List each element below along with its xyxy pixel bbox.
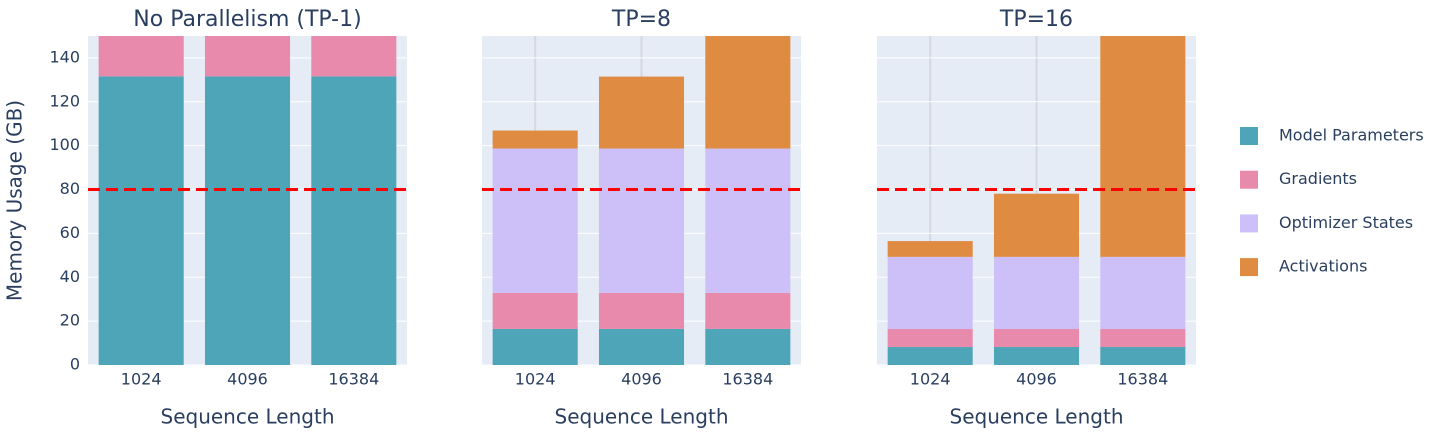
bar-segment <box>598 292 685 329</box>
bar-segment <box>598 328 685 365</box>
bar-segment <box>1100 256 1186 330</box>
legend-label[interactable]: Optimizer States <box>1279 213 1413 232</box>
y-tick-label: 120 <box>49 91 80 110</box>
subplot-title: No Parallelism (TP-1) <box>133 7 361 32</box>
x-axis-title: Sequence Length <box>950 405 1124 429</box>
legend-swatch <box>1240 170 1258 189</box>
bar-segment <box>993 329 1080 348</box>
bar-segment <box>993 193 1080 257</box>
x-axis-title: Sequence Length <box>555 405 729 429</box>
legend-label[interactable]: Gradients <box>1279 169 1357 188</box>
legend-swatch <box>1240 258 1258 277</box>
bar-segment <box>705 328 791 365</box>
bar-segment <box>598 76 685 149</box>
bar-segment <box>311 36 397 77</box>
bar-segment <box>204 76 291 365</box>
bar-segment <box>887 347 973 365</box>
bar-segment <box>705 36 791 149</box>
bar-segment <box>598 148 685 293</box>
legend-label[interactable]: Activations <box>1279 257 1367 276</box>
bar-segment <box>705 292 791 329</box>
y-tick-label: 60 <box>60 223 80 242</box>
plot-area <box>88 36 407 365</box>
y-tick-label: 140 <box>49 47 80 66</box>
bar-segment <box>993 347 1080 365</box>
bar-segment <box>887 329 973 348</box>
bar-segment <box>98 36 184 77</box>
plot-area <box>877 36 1196 365</box>
x-tick-label: 1024 <box>910 370 951 389</box>
y-tick-label: 100 <box>49 135 80 154</box>
subplot-title: TP=16 <box>999 7 1073 32</box>
legend-swatch <box>1240 127 1258 145</box>
x-tick-label: 4096 <box>621 370 662 389</box>
bar-segment <box>887 241 973 257</box>
y-tick-label: 0 <box>70 355 80 374</box>
x-tick-label: 4096 <box>227 370 268 389</box>
bar-segment <box>492 328 578 365</box>
bar-segment <box>1100 347 1186 365</box>
x-tick-label: 1024 <box>121 370 162 389</box>
bar-segment <box>887 256 973 330</box>
bar-segment <box>492 148 578 293</box>
y-tick-label: 20 <box>60 311 80 330</box>
bar-segment <box>98 76 184 365</box>
legend-label[interactable]: Model Parameters <box>1279 126 1424 145</box>
bar-segment <box>492 130 578 149</box>
bar-segment <box>204 36 291 77</box>
x-tick-label: 16384 <box>722 370 773 389</box>
plot-area <box>482 36 801 365</box>
x-tick-label: 4096 <box>1016 370 1057 389</box>
subplot-title: TP=8 <box>611 7 671 32</box>
x-tick-label: 16384 <box>1117 370 1168 389</box>
y-axis-title: Memory Usage (GB) <box>3 100 27 301</box>
bar-segment <box>1100 36 1186 257</box>
bar-segment <box>1100 329 1186 348</box>
y-tick-label: 80 <box>60 179 80 198</box>
x-tick-label: 1024 <box>515 370 556 389</box>
bar-segment <box>705 148 791 293</box>
y-tick-label: 40 <box>60 267 80 286</box>
bar-segment <box>993 256 1080 330</box>
legend-swatch <box>1240 214 1258 233</box>
bar-segment <box>311 76 397 365</box>
bar-segment <box>492 292 578 329</box>
x-tick-label: 16384 <box>328 370 379 389</box>
x-axis-title: Sequence Length <box>161 405 335 429</box>
